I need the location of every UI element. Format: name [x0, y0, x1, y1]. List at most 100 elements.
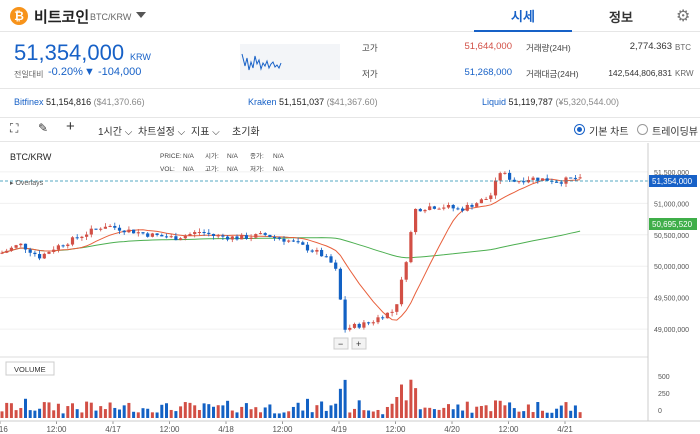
volume-bar	[249, 409, 253, 418]
volume-bar	[437, 409, 441, 418]
volume-bar	[155, 412, 159, 418]
x-tick-label: 12:00	[498, 425, 519, 434]
candle-body	[352, 323, 357, 328]
zoom-in-button[interactable]	[351, 337, 367, 350]
volume-bar	[320, 401, 324, 418]
volume-bar	[183, 402, 187, 418]
candle-body	[56, 245, 60, 250]
volume-title: VOLUME	[14, 365, 46, 374]
candle-body	[75, 237, 79, 239]
candle-body	[493, 180, 498, 196]
candle-body	[188, 233, 192, 236]
candle-body	[559, 182, 563, 184]
interval-select[interactable]: 1시간 ⌵	[98, 127, 133, 138]
svg-text:시가:: 시가:	[205, 151, 219, 160]
current-price: 51,354,000	[14, 40, 125, 65]
candle-body	[127, 229, 131, 233]
volume-bar	[310, 412, 314, 418]
volume-bar	[395, 396, 399, 418]
indicators-button[interactable]: 지표 ⌵	[191, 127, 220, 138]
volume-bar	[329, 405, 333, 418]
crosshair-icon[interactable]: +	[66, 118, 75, 135]
volume-bar	[127, 402, 131, 418]
volume-bar	[94, 410, 98, 418]
candle-body	[244, 235, 248, 239]
volume-bar	[334, 403, 338, 418]
svg-text:N/A: N/A	[273, 166, 285, 173]
volume-label-box	[5, 361, 55, 376]
candle-body	[136, 232, 140, 234]
volume-bar	[52, 410, 56, 418]
bitcoin-logo-icon: ₿	[10, 7, 28, 25]
overlays-toggle[interactable]: ▸ Overlays	[10, 180, 44, 187]
chart-settings-button[interactable]: 차트설정 ⌵	[138, 127, 186, 138]
volume-bar	[89, 402, 93, 418]
exchange-bitfinex: Bitfinex 51,154,816 ($41,370.66)	[14, 97, 145, 107]
volume-bar	[244, 403, 248, 418]
candle-body	[573, 177, 577, 179]
tab-market[interactable]: 시세	[474, 0, 572, 32]
chevron-down-icon[interactable]	[136, 12, 146, 18]
ma-short-line	[1, 178, 581, 321]
pencil-icon[interactable]: ✎	[38, 121, 49, 135]
candle-body	[33, 252, 37, 255]
candle-body	[555, 181, 559, 183]
volume-bar	[578, 412, 582, 418]
volume-bar	[348, 412, 352, 418]
tab-info[interactable]: 정보	[609, 9, 633, 25]
candle-body	[28, 249, 32, 253]
volume-bar	[216, 405, 220, 418]
candle-body	[164, 236, 169, 238]
x-tick-label: 12:00	[159, 425, 180, 434]
candle-body	[446, 204, 451, 208]
fullscreen-icon[interactable]: ⛶	[10, 121, 19, 135]
volume-bar	[169, 409, 173, 418]
svg-text:N/A: N/A	[227, 166, 239, 173]
candle-body	[277, 237, 281, 239]
volume-bar	[569, 410, 573, 418]
volume-bar	[475, 406, 479, 418]
candle-body	[545, 178, 549, 181]
change-amount: ▼ -104,000	[84, 66, 142, 78]
x-tick-label: 12:00	[385, 425, 406, 434]
volume-bar	[508, 402, 512, 418]
price-chart[interactable]: 51,500,000 51,000,000 50,500,000 50,000,000…	[0, 143, 700, 434]
candle-body	[423, 210, 427, 212]
high-label: 고가	[362, 43, 378, 53]
candle-body	[305, 244, 310, 251]
radio-tradingview[interactable]	[637, 124, 648, 135]
volume-bar	[207, 404, 211, 418]
zoom-out-button[interactable]	[333, 337, 349, 350]
candle-body	[14, 245, 18, 248]
gear-icon[interactable]: ⚙	[676, 8, 691, 25]
volume-bar	[61, 413, 65, 418]
volume-bar	[174, 411, 178, 418]
radio-basic-chart[interactable]	[574, 124, 585, 135]
candle-body	[146, 233, 150, 237]
zoom-in-label: +	[356, 339, 361, 349]
candle-body	[47, 251, 51, 254]
volume-unit: BTC	[675, 43, 691, 52]
amount-label: 거래대금(24H)	[526, 69, 579, 79]
candle-body	[94, 228, 98, 230]
volume-bar	[531, 412, 535, 418]
candle-body	[197, 232, 201, 234]
y-tick-label: 49,500,000	[654, 296, 689, 303]
last-price-tag-label: 51,354,000	[652, 177, 693, 186]
reset-button[interactable]: 초기화	[232, 127, 260, 138]
x-tick-label: 4/20	[444, 425, 460, 434]
candle-body	[169, 236, 173, 238]
volume-bar	[0, 411, 4, 418]
candle-body	[479, 199, 483, 204]
volume-bar	[118, 409, 121, 418]
volume-bar	[259, 412, 262, 418]
volume-bar	[465, 401, 469, 418]
svg-text:N/A: N/A	[227, 153, 239, 160]
volume-bar	[150, 412, 154, 418]
candle-body	[235, 236, 239, 240]
volume-bar	[404, 400, 408, 418]
amount-value: 142,544,806,831	[608, 68, 672, 78]
candle-body	[226, 236, 230, 240]
volume-bar	[418, 409, 422, 418]
volume-bar	[564, 402, 568, 418]
